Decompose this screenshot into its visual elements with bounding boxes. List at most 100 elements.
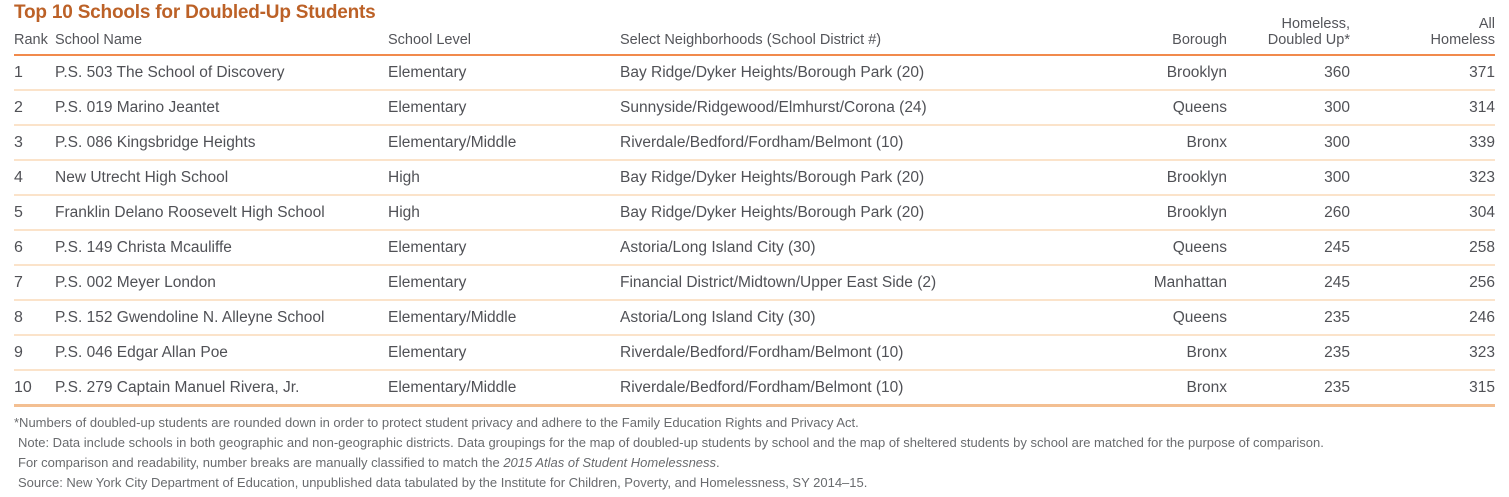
- atlas-title-italic: 2015 Atlas of Student Homelessness: [503, 455, 717, 470]
- homeless-doubled-up-cell: 245: [1227, 230, 1350, 266]
- borough-cell: Bronx: [1107, 125, 1227, 161]
- borough-cell: Queens: [1107, 230, 1227, 266]
- schools-table: Rank School Name School Level Select Nei…: [14, 16, 1495, 407]
- all-homeless-cell: 304: [1350, 195, 1495, 231]
- col-header-neighborhoods: Select Neighborhoods (School District #): [620, 16, 1107, 56]
- footnote-comparison-period: .: [716, 455, 720, 470]
- borough-cell: Manhattan: [1107, 265, 1227, 301]
- col-header-borough: Borough: [1107, 16, 1227, 56]
- school-level-cell: Elementary: [388, 55, 620, 91]
- school-name-cell: P.S. 019 Marino Jeantet: [55, 90, 388, 126]
- col-header-homeless-doubled-up-line2: Doubled Up*: [1267, 32, 1350, 48]
- rank-cell: 4: [14, 160, 55, 196]
- school-level-cell: Elementary: [388, 335, 620, 371]
- neighborhoods-cell: Bay Ridge/Dyker Heights/Borough Park (20…: [620, 55, 1107, 91]
- homeless-doubled-up-cell: 300: [1227, 160, 1350, 196]
- school-level-cell: High: [388, 195, 620, 231]
- rank-cell: 5: [14, 195, 55, 231]
- homeless-doubled-up-cell: 360: [1227, 55, 1350, 91]
- table-row: 10 P.S. 279 Captain Manuel Rivera, Jr. E…: [14, 370, 1495, 407]
- all-homeless-cell: 371: [1350, 55, 1495, 91]
- col-header-all-homeless: All Homeless: [1350, 16, 1495, 56]
- school-name-cell: P.S. 046 Edgar Allan Poe: [55, 335, 388, 371]
- school-name-cell: P.S. 279 Captain Manuel Rivera, Jr.: [55, 370, 388, 407]
- footnote-comparison: For comparison and readability, number b…: [14, 456, 1495, 469]
- school-name-cell: P.S. 149 Christa Mcauliffe: [55, 230, 388, 266]
- neighborhoods-cell: Bay Ridge/Dyker Heights/Borough Park (20…: [620, 195, 1107, 231]
- borough-cell: Brooklyn: [1107, 55, 1227, 91]
- rank-cell: 6: [14, 230, 55, 266]
- table-row: 6 P.S. 149 Christa Mcauliffe Elementary …: [14, 230, 1495, 266]
- rank-cell: 1: [14, 55, 55, 91]
- table-row: 7 P.S. 002 Meyer London Elementary Finan…: [14, 265, 1495, 301]
- neighborhoods-cell: Riverdale/Bedford/Fordham/Belmont (10): [620, 125, 1107, 161]
- table-row: 3 P.S. 086 Kingsbridge Heights Elementar…: [14, 125, 1495, 161]
- neighborhoods-cell: Sunnyside/Ridgewood/Elmhurst/Corona (24): [620, 90, 1107, 126]
- table-row: 4 New Utrecht High School High Bay Ridge…: [14, 160, 1495, 196]
- borough-cell: Queens: [1107, 90, 1227, 126]
- homeless-doubled-up-cell: 235: [1227, 335, 1350, 371]
- school-level-cell: Elementary/Middle: [388, 300, 620, 336]
- table-row: 8 P.S. 152 Gwendoline N. Alleyne School …: [14, 300, 1495, 336]
- school-level-cell: Elementary/Middle: [388, 370, 620, 407]
- footnote-privacy: *Numbers of doubled-up students are roun…: [14, 415, 859, 430]
- borough-cell: Queens: [1107, 300, 1227, 336]
- school-name-cell: P.S. 503 The School of Discovery: [55, 55, 388, 91]
- school-level-cell: Elementary: [388, 265, 620, 301]
- school-level-cell: Elementary: [388, 90, 620, 126]
- all-homeless-cell: 246: [1350, 300, 1495, 336]
- school-level-cell: Elementary: [388, 230, 620, 266]
- homeless-doubled-up-cell: 260: [1227, 195, 1350, 231]
- school-name-cell: Franklin Delano Roosevelt High School: [55, 195, 388, 231]
- homeless-doubled-up-cell: 300: [1227, 125, 1350, 161]
- neighborhoods-cell: Riverdale/Bedford/Fordham/Belmont (10): [620, 370, 1107, 407]
- all-homeless-cell: 314: [1350, 90, 1495, 126]
- school-name-cell: P.S. 086 Kingsbridge Heights: [55, 125, 388, 161]
- neighborhoods-cell: Riverdale/Bedford/Fordham/Belmont (10): [620, 335, 1107, 371]
- school-level-cell: High: [388, 160, 620, 196]
- neighborhoods-cell: Astoria/Long Island City (30): [620, 300, 1107, 336]
- borough-cell: Brooklyn: [1107, 160, 1227, 196]
- col-header-homeless-doubled-up-line1: Homeless,: [1281, 16, 1351, 32]
- rank-cell: 3: [14, 125, 55, 161]
- rank-cell: 2: [14, 90, 55, 126]
- col-header-school-name: School Name: [55, 16, 388, 56]
- table-row: 2 P.S. 019 Marino Jeantet Elementary Sun…: [14, 90, 1495, 126]
- footnotes: *Numbers of doubled-up students are roun…: [14, 416, 1495, 489]
- borough-cell: Bronx: [1107, 335, 1227, 371]
- neighborhoods-cell: Bay Ridge/Dyker Heights/Borough Park (20…: [620, 160, 1107, 196]
- footnote-source: Source: New York City Department of Educ…: [18, 475, 868, 490]
- school-name-cell: P.S. 002 Meyer London: [55, 265, 388, 301]
- table-title: Top 10 Schools for Doubled-Up Students: [14, 2, 376, 23]
- table-row: 9 P.S. 046 Edgar Allan Poe Elementary Ri…: [14, 335, 1495, 371]
- school-level-cell: Elementary/Middle: [388, 125, 620, 161]
- col-header-all-homeless-line2: Homeless: [1430, 32, 1495, 48]
- borough-cell: Brooklyn: [1107, 195, 1227, 231]
- header-row: Rank School Name School Level Select Nei…: [14, 16, 1495, 56]
- homeless-doubled-up-cell: 245: [1227, 265, 1350, 301]
- all-homeless-cell: 339: [1350, 125, 1495, 161]
- table-row: 1 P.S. 503 The School of Discovery Eleme…: [14, 55, 1495, 91]
- homeless-doubled-up-cell: 300: [1227, 90, 1350, 126]
- col-header-all-homeless-line1: All: [1478, 16, 1495, 32]
- homeless-doubled-up-cell: 235: [1227, 300, 1350, 336]
- footnote-note: Note: Data include schools in both geogr…: [18, 435, 1324, 450]
- rank-cell: 10: [14, 370, 55, 407]
- all-homeless-cell: 323: [1350, 160, 1495, 196]
- all-homeless-cell: 323: [1350, 335, 1495, 371]
- col-header-school-level: School Level: [388, 16, 620, 56]
- neighborhoods-cell: Financial District/Midtown/Upper East Si…: [620, 265, 1107, 301]
- rank-cell: 9: [14, 335, 55, 371]
- all-homeless-cell: 256: [1350, 265, 1495, 301]
- all-homeless-cell: 258: [1350, 230, 1495, 266]
- school-name-cell: P.S. 152 Gwendoline N. Alleyne School: [55, 300, 388, 336]
- borough-cell: Bronx: [1107, 370, 1227, 407]
- rank-cell: 8: [14, 300, 55, 336]
- rank-cell: 7: [14, 265, 55, 301]
- homeless-doubled-up-cell: 235: [1227, 370, 1350, 407]
- col-header-homeless-doubled-up: Homeless, Doubled Up*: [1227, 16, 1351, 56]
- neighborhoods-cell: Astoria/Long Island City (30): [620, 230, 1107, 266]
- table-row: 5 Franklin Delano Roosevelt High School …: [14, 195, 1495, 231]
- school-name-cell: New Utrecht High School: [55, 160, 388, 196]
